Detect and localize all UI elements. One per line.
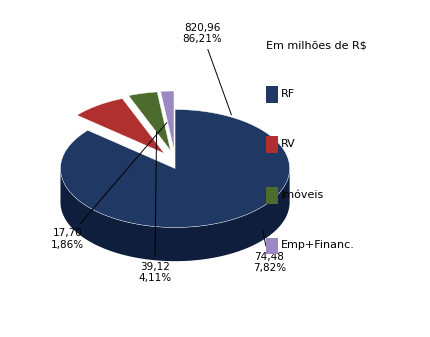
Text: Emp+Financ.: Emp+Financ.	[280, 240, 354, 250]
Text: 39,12
4,11%: 39,12 4,11%	[138, 131, 171, 283]
FancyBboxPatch shape	[265, 187, 277, 204]
Text: RF: RF	[280, 89, 295, 98]
Text: RV: RV	[280, 139, 295, 149]
Polygon shape	[60, 110, 289, 227]
Polygon shape	[60, 168, 289, 261]
Polygon shape	[160, 91, 174, 150]
Text: 74,48
7,82%: 74,48 7,82%	[252, 229, 286, 273]
FancyBboxPatch shape	[265, 86, 277, 103]
Text: 820,96
86,21%: 820,96 86,21%	[182, 23, 231, 115]
FancyBboxPatch shape	[265, 136, 277, 153]
Text: Imóveis: Imóveis	[280, 190, 324, 200]
Text: 17,70
1,86%: 17,70 1,86%	[51, 123, 166, 250]
Polygon shape	[77, 98, 164, 153]
FancyBboxPatch shape	[265, 238, 277, 254]
Text: Em milhões de R$: Em milhões de R$	[265, 40, 366, 51]
Polygon shape	[128, 92, 170, 151]
